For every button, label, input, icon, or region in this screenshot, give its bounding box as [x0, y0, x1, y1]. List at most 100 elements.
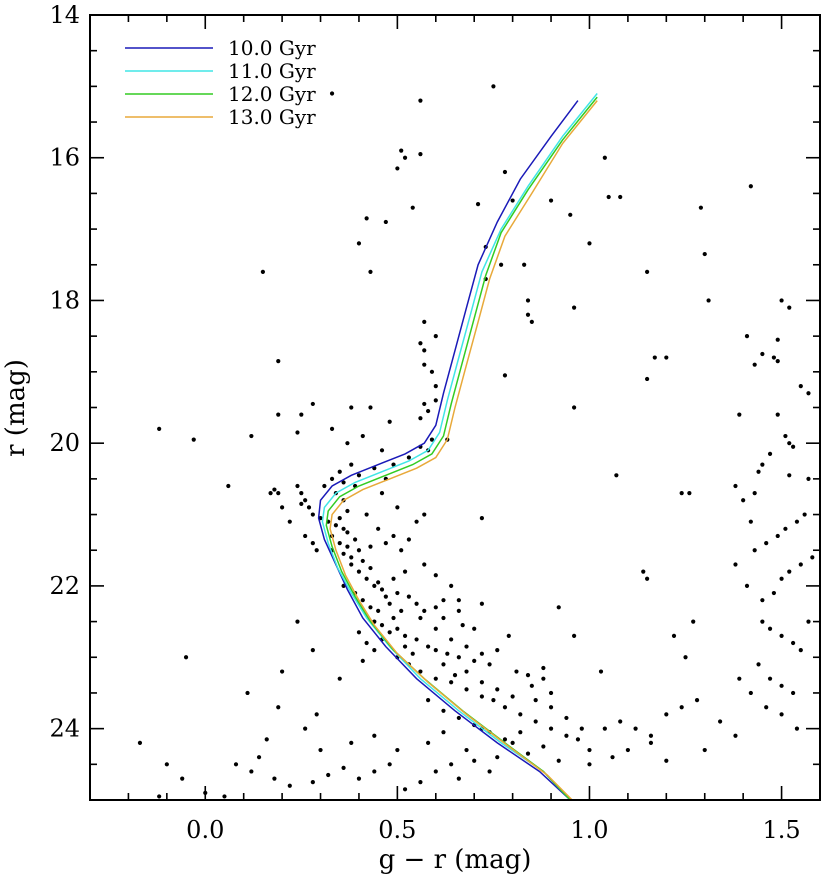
star-point — [260, 269, 265, 275]
legend-label: 10.0 Gyr — [228, 36, 316, 60]
star-point — [575, 737, 581, 742]
star-point — [456, 776, 461, 781]
star-point — [548, 705, 554, 710]
star-point — [360, 558, 365, 564]
star-point — [664, 758, 669, 763]
star-points — [137, 84, 815, 799]
star-point — [748, 184, 753, 189]
star-point — [514, 669, 519, 674]
star-point — [310, 780, 315, 785]
star-point — [364, 640, 369, 646]
star-point — [368, 605, 373, 610]
star-point — [687, 491, 692, 496]
star-point — [752, 362, 757, 367]
star-point — [314, 712, 319, 717]
star-point — [345, 544, 350, 549]
star-point — [748, 690, 753, 696]
star-point — [479, 694, 484, 699]
star-point — [522, 262, 527, 267]
star-point — [249, 433, 254, 439]
star-point — [191, 437, 196, 442]
star-point — [349, 562, 354, 567]
star-point — [183, 655, 189, 660]
star-point — [326, 772, 331, 778]
star-point — [475, 202, 481, 207]
star-point — [433, 676, 438, 681]
star-point — [760, 598, 765, 603]
x-tick-label: 0.0 — [186, 816, 224, 844]
star-point — [356, 241, 362, 246]
y-tick-label: 14 — [49, 1, 80, 29]
star-point — [422, 348, 427, 353]
star-point — [783, 433, 788, 439]
star-point — [794, 519, 800, 524]
star-point — [341, 526, 346, 531]
star-point — [418, 615, 423, 621]
star-point — [771, 355, 776, 360]
star-point — [280, 505, 285, 510]
star-point — [606, 194, 611, 200]
star-point — [614, 473, 619, 478]
star-point — [702, 747, 707, 753]
star-point — [698, 205, 703, 210]
star-point — [318, 747, 323, 753]
star-point — [652, 355, 657, 360]
star-point — [356, 630, 362, 635]
isochrone-2 — [321, 93, 598, 800]
star-point — [706, 298, 711, 303]
star-point — [399, 548, 404, 553]
star-point — [426, 697, 431, 703]
star-point — [368, 544, 373, 549]
star-point — [426, 740, 431, 746]
star-point — [399, 608, 404, 613]
star-point — [618, 719, 623, 724]
star-point — [525, 673, 531, 678]
star-point — [426, 408, 431, 414]
star-point — [372, 583, 377, 589]
star-point — [671, 633, 677, 638]
star-point — [787, 305, 792, 310]
star-point — [756, 662, 761, 667]
star-point — [449, 583, 454, 589]
star-point — [272, 776, 277, 781]
star-point — [541, 744, 546, 749]
star-point — [491, 84, 496, 89]
star-point — [541, 665, 546, 671]
star-point — [402, 644, 408, 649]
isochrone-lines — [317, 93, 598, 800]
star-point — [602, 726, 607, 731]
star-point — [337, 516, 342, 521]
star-point — [337, 676, 342, 681]
star-point — [499, 262, 504, 267]
star-point — [379, 587, 385, 592]
star-point — [383, 540, 388, 546]
star-point — [402, 787, 408, 792]
star-point — [764, 705, 769, 710]
star-point — [387, 630, 392, 635]
star-point — [379, 491, 385, 496]
x-tick-label: 0.5 — [378, 816, 416, 844]
star-point — [287, 783, 292, 788]
star-point — [395, 590, 400, 596]
star-point — [245, 690, 250, 696]
star-point — [767, 626, 773, 631]
star-point — [180, 776, 185, 781]
star-point — [360, 433, 365, 439]
star-point — [329, 426, 335, 432]
star-point — [387, 601, 392, 606]
star-point — [372, 648, 377, 653]
star-point — [402, 633, 408, 638]
star-point — [737, 412, 742, 417]
star-point — [410, 205, 415, 210]
star-point — [456, 655, 461, 660]
star-point — [379, 623, 385, 628]
star-point — [502, 373, 508, 378]
star-point — [791, 640, 796, 646]
star-point — [529, 319, 534, 324]
x-axis-label: g − r (mag) — [379, 845, 532, 875]
star-point — [764, 540, 769, 546]
star-point — [341, 765, 346, 770]
star-point — [806, 476, 811, 481]
star-point — [487, 662, 492, 667]
star-point — [510, 694, 515, 699]
